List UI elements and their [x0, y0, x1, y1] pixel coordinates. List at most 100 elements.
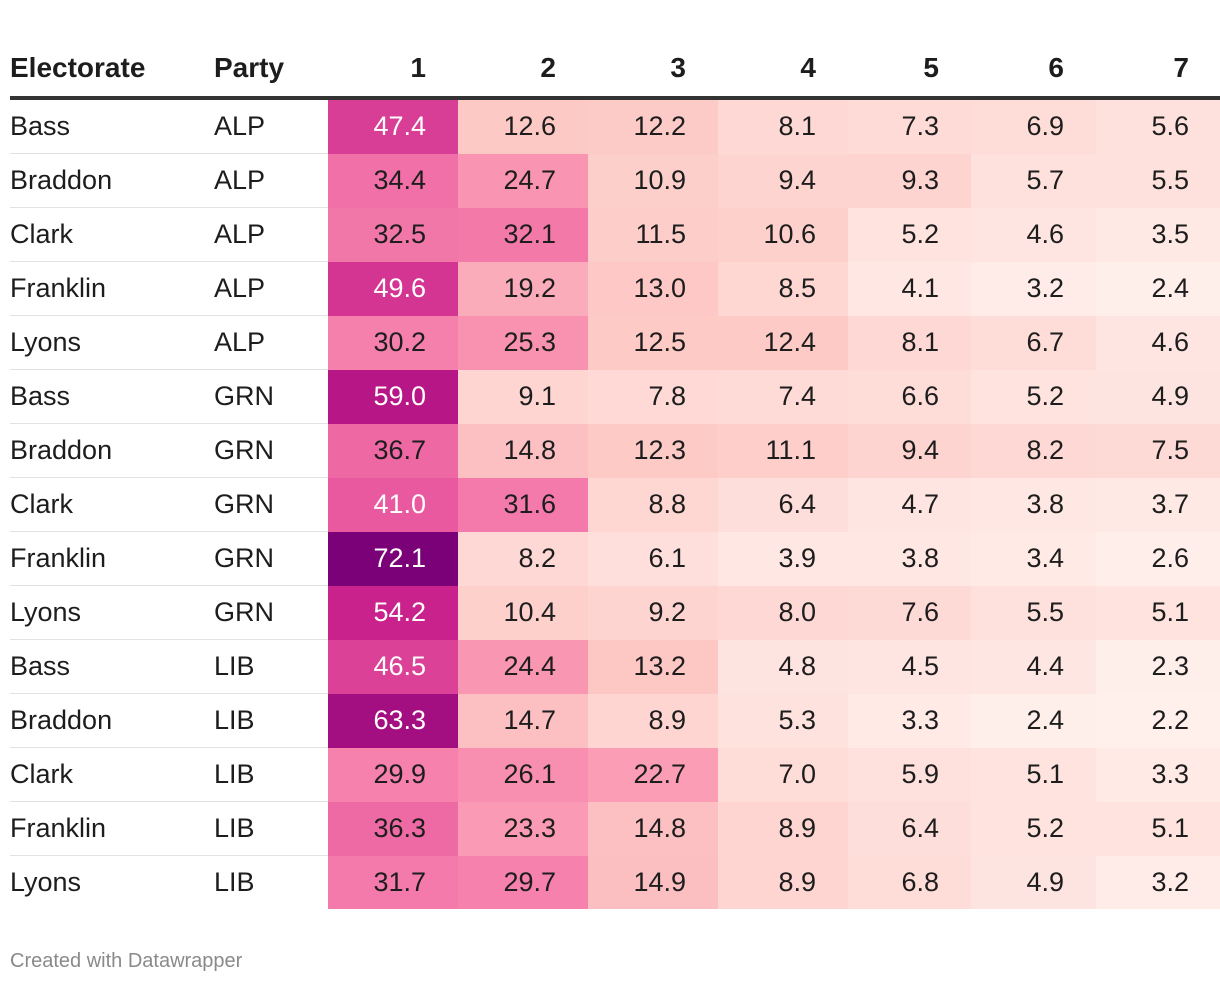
heatmap-cell-pref-6: 5.2 [971, 369, 1096, 424]
table-row: Clark LIB 29.9 26.1 22.7 7.0 5.9 5.1 3.3 [10, 747, 1220, 802]
heatmap-cell-pref-6: 5.2 [971, 801, 1096, 856]
heatmap-cell-pref-2: 25.3 [458, 315, 588, 370]
heatmap-cell-pref-6: 3.8 [971, 477, 1096, 532]
heatmap-cell-pref-4: 3.9 [718, 531, 848, 586]
heatmap-cell-pref-2: 8.2 [458, 531, 588, 586]
heatmap-cell-pref-1: 41.0 [328, 477, 458, 532]
party-cell: LIB [214, 801, 328, 856]
heatmap-cell-pref-4: 7.4 [718, 369, 848, 424]
heatmap-cell-pref-5: 3.3 [848, 693, 971, 748]
party-cell: GRN [214, 477, 328, 532]
heatmap-cell-pref-5: 6.8 [848, 855, 971, 909]
table-row: Braddon LIB 63.3 14.7 8.9 5.3 3.3 2.4 2.2 [10, 693, 1220, 748]
heatmap-cell-pref-2: 29.7 [458, 855, 588, 909]
heatmap-cell-pref-7: 5.1 [1096, 585, 1220, 640]
heatmap-cell-pref-1: 32.5 [328, 207, 458, 262]
heatmap-cell-pref-3: 12.5 [588, 315, 718, 370]
heatmap-table-container: Electorate Party 1 2 3 4 5 6 7 Bass ALP 47… [10, 40, 1220, 909]
party-cell: LIB [214, 639, 328, 694]
table-row: Franklin ALP 49.6 19.2 13.0 8.5 4.1 3.2 2.4 [10, 261, 1220, 316]
table-row: Braddon GRN 36.7 14.8 12.3 11.1 9.4 8.2 7.5 [10, 423, 1220, 478]
column-header-electorate[interactable]: Electorate [10, 40, 214, 100]
heatmap-cell-pref-4: 5.3 [718, 693, 848, 748]
heatmap-cell-pref-5: 6.6 [848, 369, 971, 424]
heatmap-cell-pref-6: 3.2 [971, 261, 1096, 316]
heatmap-cell-pref-7: 2.4 [1096, 261, 1220, 316]
table-row: Bass LIB 46.5 24.4 13.2 4.8 4.5 4.4 2.3 [10, 639, 1220, 694]
heatmap-cell-pref-5: 4.5 [848, 639, 971, 694]
header-row: Electorate Party 1 2 3 4 5 6 7 [10, 40, 1220, 100]
heatmap-cell-pref-2: 19.2 [458, 261, 588, 316]
heatmap-cell-pref-1: 36.3 [328, 801, 458, 856]
heatmap-cell-pref-7: 5.1 [1096, 801, 1220, 856]
column-header-1[interactable]: 1 [328, 40, 458, 100]
electorate-cell: Bass [10, 369, 214, 424]
heatmap-cell-pref-7: 2.3 [1096, 639, 1220, 694]
heatmap-cell-pref-4: 8.1 [718, 98, 848, 154]
heatmap-cell-pref-2: 24.7 [458, 153, 588, 208]
heatmap-cell-pref-4: 9.4 [718, 153, 848, 208]
electorate-cell: Lyons [10, 585, 214, 640]
party-cell: LIB [214, 747, 328, 802]
heatmap-cell-pref-3: 8.9 [588, 693, 718, 748]
heatmap-cell-pref-3: 8.8 [588, 477, 718, 532]
heatmap-cell-pref-2: 14.7 [458, 693, 588, 748]
heatmap-cell-pref-4: 7.0 [718, 747, 848, 802]
party-cell: GRN [214, 369, 328, 424]
heatmap-cell-pref-1: 47.4 [328, 98, 458, 154]
column-header-5[interactable]: 5 [848, 40, 971, 100]
heatmap-cell-pref-1: 36.7 [328, 423, 458, 478]
heatmap-cell-pref-7: 4.6 [1096, 315, 1220, 370]
heatmap-cell-pref-6: 3.4 [971, 531, 1096, 586]
electorate-cell: Braddon [10, 153, 214, 208]
party-cell: LIB [214, 867, 255, 897]
electorate-cell: Braddon [10, 693, 214, 748]
heatmap-cell-pref-4: 12.4 [718, 315, 848, 370]
heatmap-cell-pref-3: 13.0 [588, 261, 718, 316]
heatmap-cell-pref-6: 5.7 [971, 153, 1096, 208]
heatmap-cell-pref-5: 6.4 [848, 801, 971, 856]
heatmap-cell-pref-3: 11.5 [588, 207, 718, 262]
column-header-4[interactable]: 4 [718, 40, 848, 100]
heatmap-cell-pref-1: 46.5 [328, 639, 458, 694]
heatmap-cell-pref-1: 31.7 [328, 855, 458, 909]
heatmap-cell-pref-3: 7.8 [588, 369, 718, 424]
heatmap-cell-pref-7: 5.6 [1096, 98, 1220, 154]
electorate-cell: Franklin [10, 531, 214, 586]
table-row: Lyons ALP 30.2 25.3 12.5 12.4 8.1 6.7 4.6 [10, 315, 1220, 370]
electorate-cell: Braddon [10, 423, 214, 478]
heatmap-cell-pref-7: 3.5 [1096, 207, 1220, 262]
column-header-7[interactable]: 7 [1096, 40, 1220, 100]
party-cell: LIB [214, 693, 328, 748]
heatmap-cell-pref-7: 3.3 [1096, 747, 1220, 802]
electorate-cell: Bass [10, 98, 214, 154]
heatmap-cell-pref-5: 5.9 [848, 747, 971, 802]
heatmap-cell-pref-4: 8.5 [718, 261, 848, 316]
heatmap-cell-pref-3: 9.2 [588, 585, 718, 640]
heatmap-cell-pref-3: 10.9 [588, 153, 718, 208]
column-header-party[interactable]: Party [214, 40, 328, 100]
party-cell: GRN [214, 423, 328, 478]
heatmap-cell-pref-1: 30.2 [328, 315, 458, 370]
electorate-cell: Bass [10, 639, 214, 694]
heatmap-cell-pref-6: 5.5 [971, 585, 1096, 640]
column-header-2[interactable]: 2 [458, 40, 588, 100]
heatmap-cell-pref-1: 34.4 [328, 153, 458, 208]
table-row: Franklin LIB 36.3 23.3 14.8 8.9 6.4 5.2 5.1 [10, 801, 1220, 856]
heatmap-cell-pref-2: 14.8 [458, 423, 588, 478]
column-header-6[interactable]: 6 [971, 40, 1096, 100]
heatmap-cell-pref-1: 49.6 [328, 261, 458, 316]
heatmap-cell-pref-4: 11.1 [718, 423, 848, 478]
electorate-cell: Lyons [10, 315, 214, 370]
heatmap-cell-pref-4: 8.0 [718, 585, 848, 640]
heatmap-cell-pref-6: 8.2 [971, 423, 1096, 478]
heatmap-cell-pref-3: 12.2 [588, 98, 718, 154]
heatmap-cell-pref-3: 6.1 [588, 531, 718, 586]
heatmap-cell-pref-5: 9.3 [848, 153, 971, 208]
heatmap-cell-pref-6: 6.9 [971, 98, 1096, 154]
column-header-3[interactable]: 3 [588, 40, 718, 100]
electorate-cell: Clark [10, 207, 214, 262]
heatmap-cell-pref-7: 2.2 [1096, 693, 1220, 748]
heatmap-cell-pref-1: 29.9 [328, 747, 458, 802]
heatmap-cell-pref-3: 22.7 [588, 747, 718, 802]
